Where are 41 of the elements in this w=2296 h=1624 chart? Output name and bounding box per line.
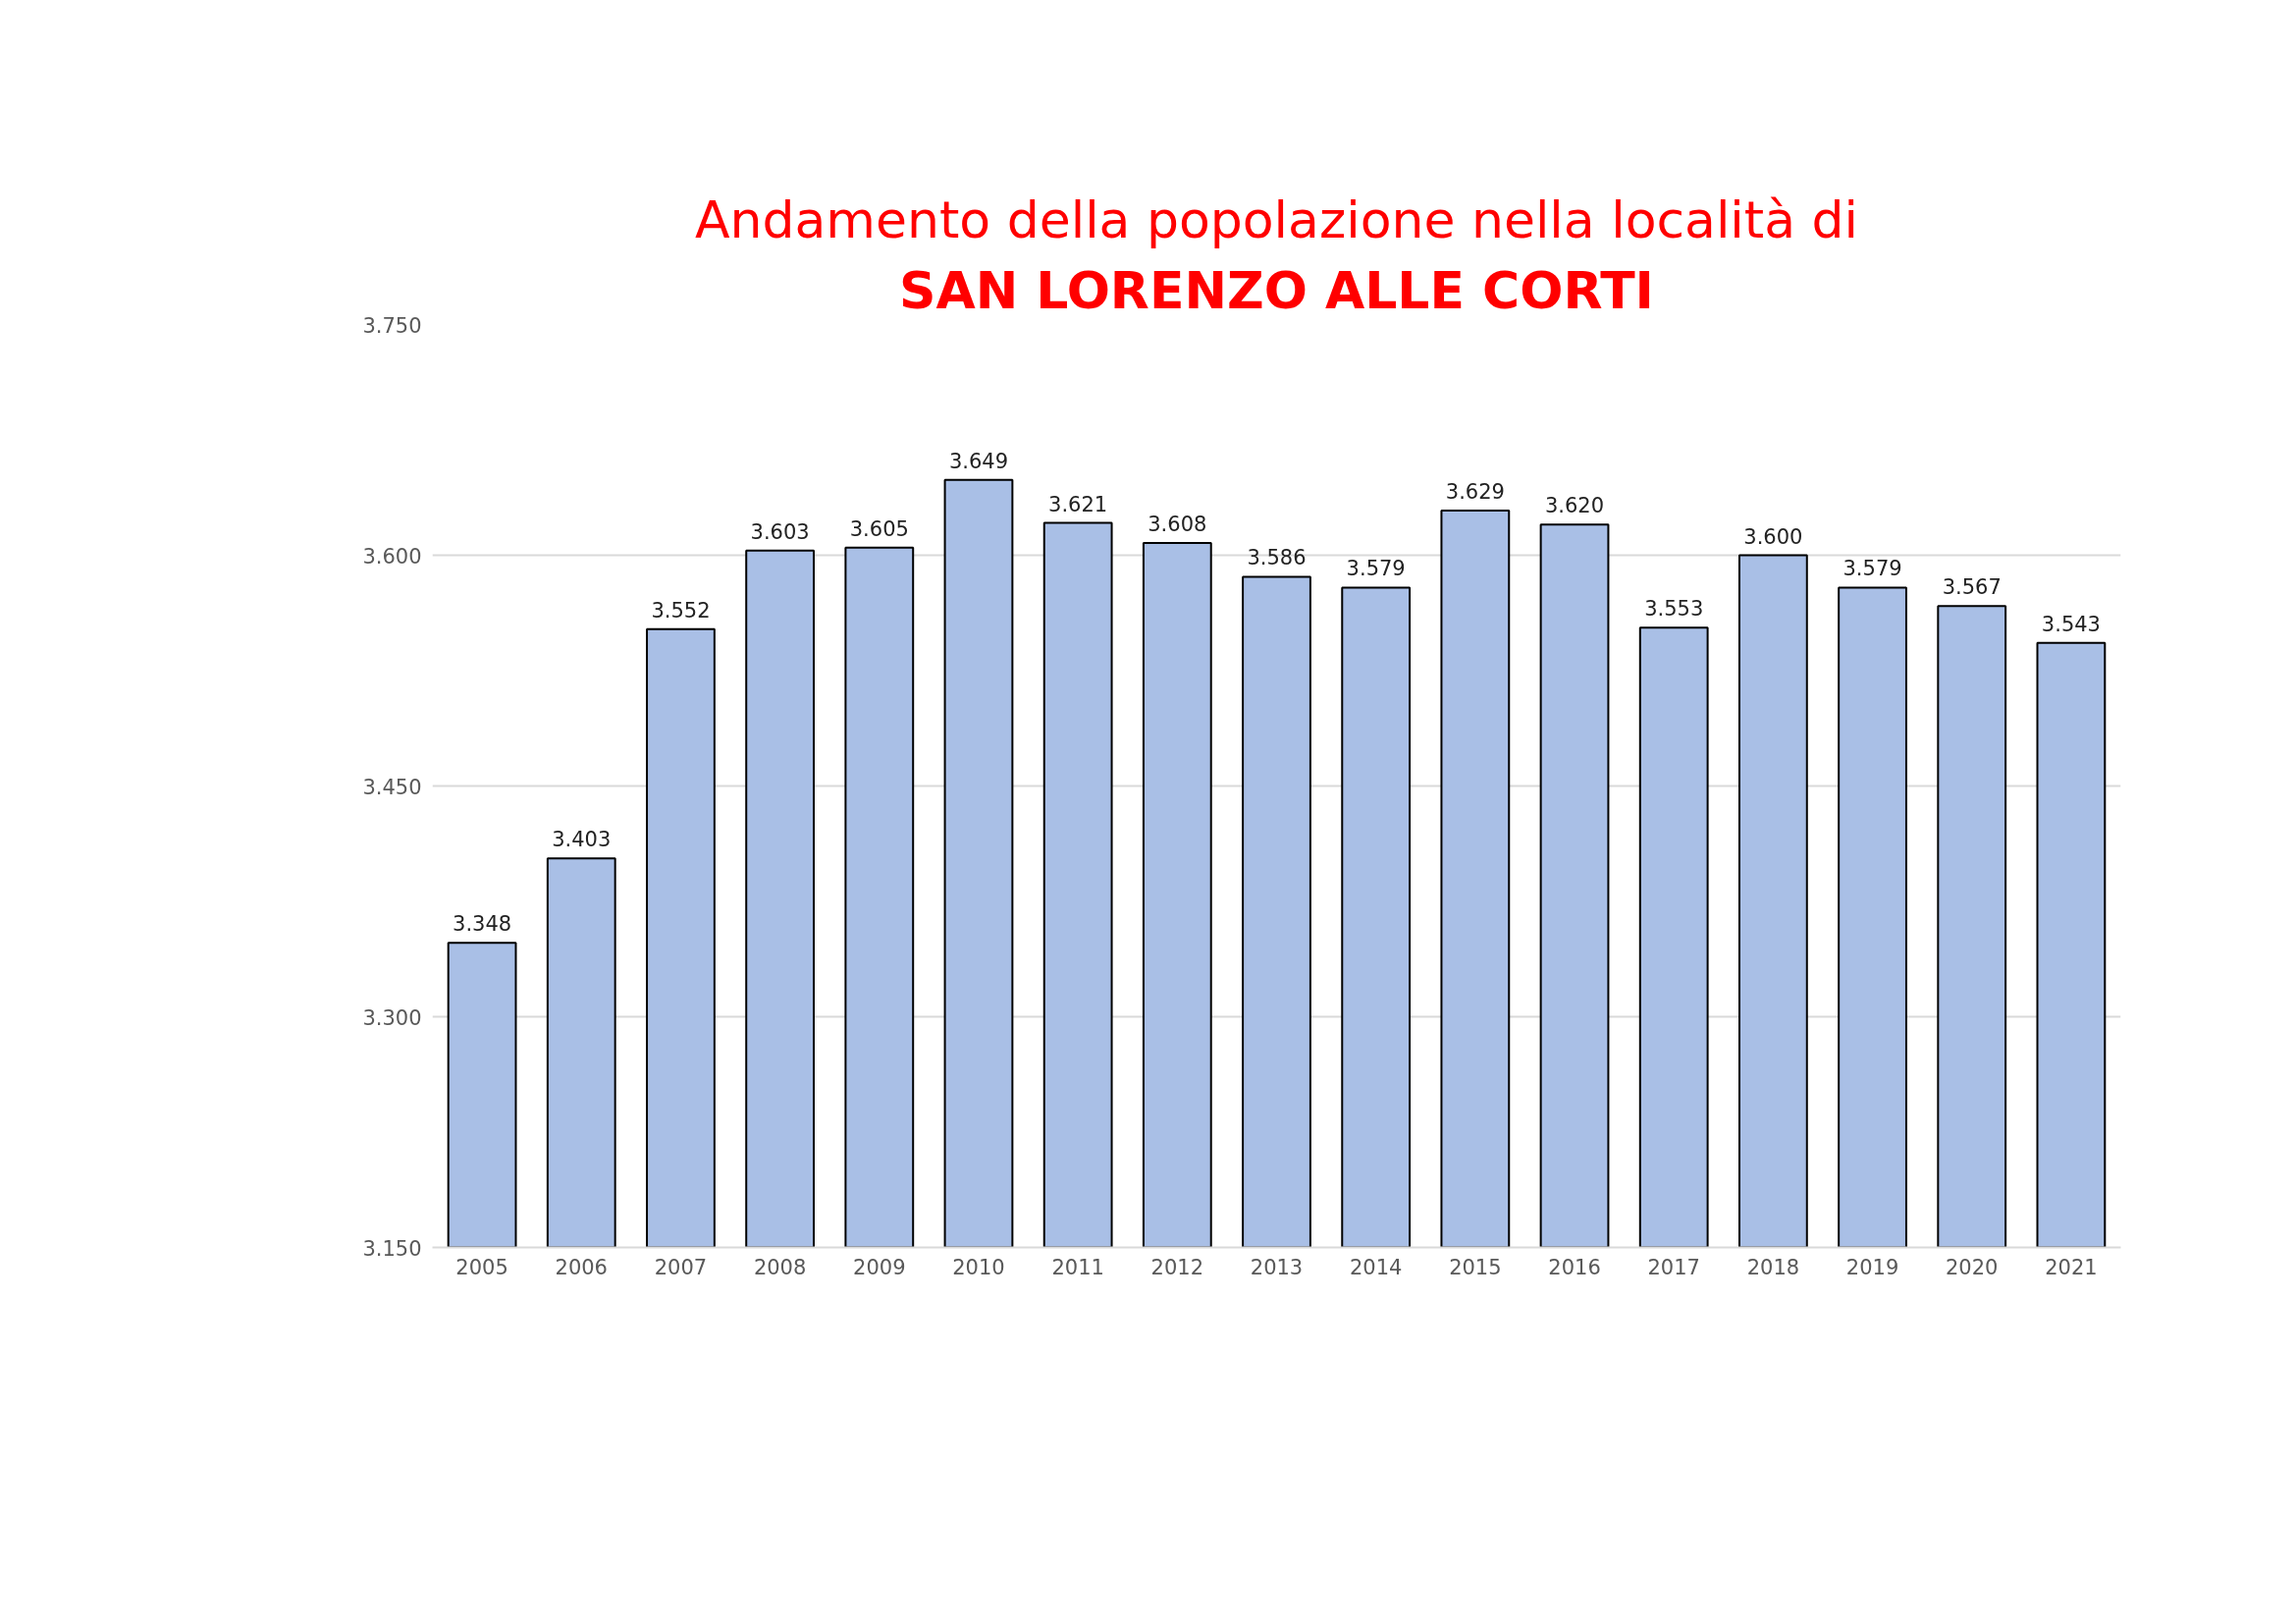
y-tick-label: 3.150 — [362, 1236, 422, 1261]
data-label: 3.553 — [1644, 597, 1704, 622]
data-label: 3.586 — [1247, 546, 1307, 570]
x-tick-label: 2006 — [555, 1255, 608, 1279]
x-tick-label: 2016 — [1548, 1255, 1601, 1279]
x-tick-label: 2008 — [753, 1255, 807, 1279]
data-label: 3.403 — [552, 828, 612, 852]
data-label: 3.552 — [651, 598, 711, 623]
data-label: 3.567 — [1942, 575, 2002, 600]
y-tick-label: 3.750 — [362, 313, 422, 338]
x-tick-label: 2005 — [455, 1255, 508, 1279]
x-tick-label: 2007 — [654, 1255, 708, 1279]
data-label: 3.600 — [1743, 524, 1803, 549]
x-tick-label: 2012 — [1150, 1255, 1204, 1279]
data-label: 3.605 — [849, 516, 909, 541]
x-tick-label: 2020 — [1946, 1255, 1999, 1279]
x-tick-label: 2021 — [2045, 1255, 2098, 1279]
data-label: 3.621 — [1048, 492, 1108, 516]
data-label: 3.649 — [948, 449, 1009, 473]
y-tick-label: 3.300 — [362, 1005, 422, 1030]
chart-title: Andamento della popolazione nella località di — [694, 189, 1859, 249]
y-tick-label: 3.450 — [362, 775, 422, 799]
data-label: 3.543 — [2041, 612, 2101, 636]
x-tick-label: 2018 — [1746, 1255, 1800, 1279]
y-tick-label: 3.600 — [362, 544, 422, 568]
data-label: 3.608 — [1148, 512, 1207, 536]
data-label: 3.620 — [1544, 494, 1605, 518]
x-tick-label: 2014 — [1349, 1255, 1403, 1279]
x-tick-label: 2013 — [1250, 1255, 1304, 1279]
x-tick-label: 2017 — [1647, 1255, 1700, 1279]
x-tick-label: 2011 — [1051, 1255, 1104, 1279]
x-tick-label: 2015 — [1449, 1255, 1502, 1279]
chart-subtitle: SAN LORENZO ALLE CORTI — [899, 260, 1654, 320]
x-tick-label: 2019 — [1845, 1255, 1899, 1279]
x-tick-label: 2009 — [853, 1255, 906, 1279]
data-label: 3.629 — [1445, 480, 1505, 505]
data-label: 3.579 — [1842, 557, 1902, 581]
data-label: 3.603 — [750, 519, 810, 544]
x-tick-label: 2010 — [952, 1255, 1005, 1279]
data-label: 3.348 — [453, 912, 512, 937]
data-label: 3.579 — [1346, 557, 1406, 581]
